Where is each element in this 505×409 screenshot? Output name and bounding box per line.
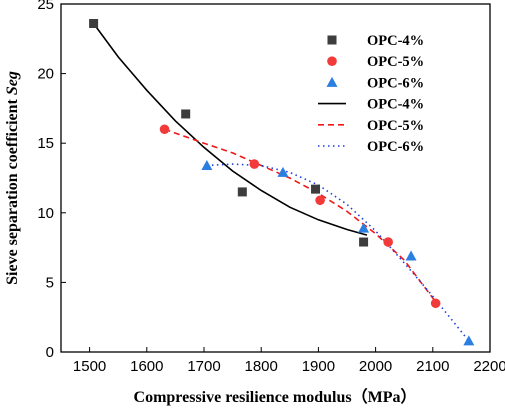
y-axis-title-italic: Seg <box>4 71 21 95</box>
x-tick-label: 2100 <box>416 358 449 375</box>
legend-label: OPC-6% <box>367 139 424 155</box>
data-point <box>311 184 321 194</box>
x-tick-label: 1700 <box>187 358 220 375</box>
x-tick-label: 2200 <box>473 358 505 375</box>
fit-line <box>206 163 470 342</box>
data-point <box>89 18 99 28</box>
data-markers <box>89 18 475 346</box>
data-point <box>249 159 260 169</box>
y-axis-title-main: Sieve separation coefficient <box>4 95 21 285</box>
data-point <box>237 187 247 197</box>
legend-label: OPC-4% <box>367 33 424 49</box>
legend-marker-swatch <box>327 56 337 66</box>
legend-label: OPC-5% <box>367 118 424 134</box>
x-axis-title: Compressive resilience modulus（MPa） <box>134 388 417 406</box>
data-point <box>277 166 289 177</box>
data-point <box>159 124 170 135</box>
data-point <box>359 237 369 247</box>
legend-label: OPC-6% <box>367 75 424 91</box>
axes: 1500 1600 1700 1800 1900 2000 2100 2200 0 5 10 15 20… <box>37 0 505 375</box>
data-point <box>315 195 325 206</box>
y-tick-label: 10 <box>37 205 54 222</box>
legend: OPC-4% OPC-5% OPC-6% OPC-4% OPC-5% OPC-6% <box>318 33 424 155</box>
legend-marker-swatch <box>327 35 337 45</box>
x-tick-label: 1500 <box>73 358 106 375</box>
data-point <box>383 237 393 247</box>
fit-line <box>92 23 368 236</box>
data-point <box>181 109 191 119</box>
y-tick-label: 20 <box>37 66 54 83</box>
legend-label: OPC-5% <box>367 54 424 70</box>
x-tick-label: 1600 <box>130 358 163 375</box>
y-tick-label: 15 <box>37 135 54 152</box>
x-tick-label: 1800 <box>245 358 278 375</box>
plot-frame <box>60 3 491 353</box>
fit-line <box>164 128 437 303</box>
y-tick-label: 25 <box>37 0 54 13</box>
data-point <box>430 298 441 309</box>
y-tick-label: 0 <box>46 344 54 361</box>
data-point <box>463 335 475 346</box>
legend-marker-swatch <box>326 76 338 87</box>
data-point <box>358 222 370 233</box>
y-tick-label: 5 <box>46 274 54 291</box>
y-axis-title: Sieve separation coefficient Seg <box>4 71 21 285</box>
x-tick-label: 1900 <box>302 358 335 375</box>
data-point <box>201 159 213 170</box>
legend-label: OPC-4% <box>367 97 424 113</box>
x-tick-label: 2000 <box>359 358 392 375</box>
data-point <box>405 250 417 261</box>
fit-lines <box>92 23 470 342</box>
